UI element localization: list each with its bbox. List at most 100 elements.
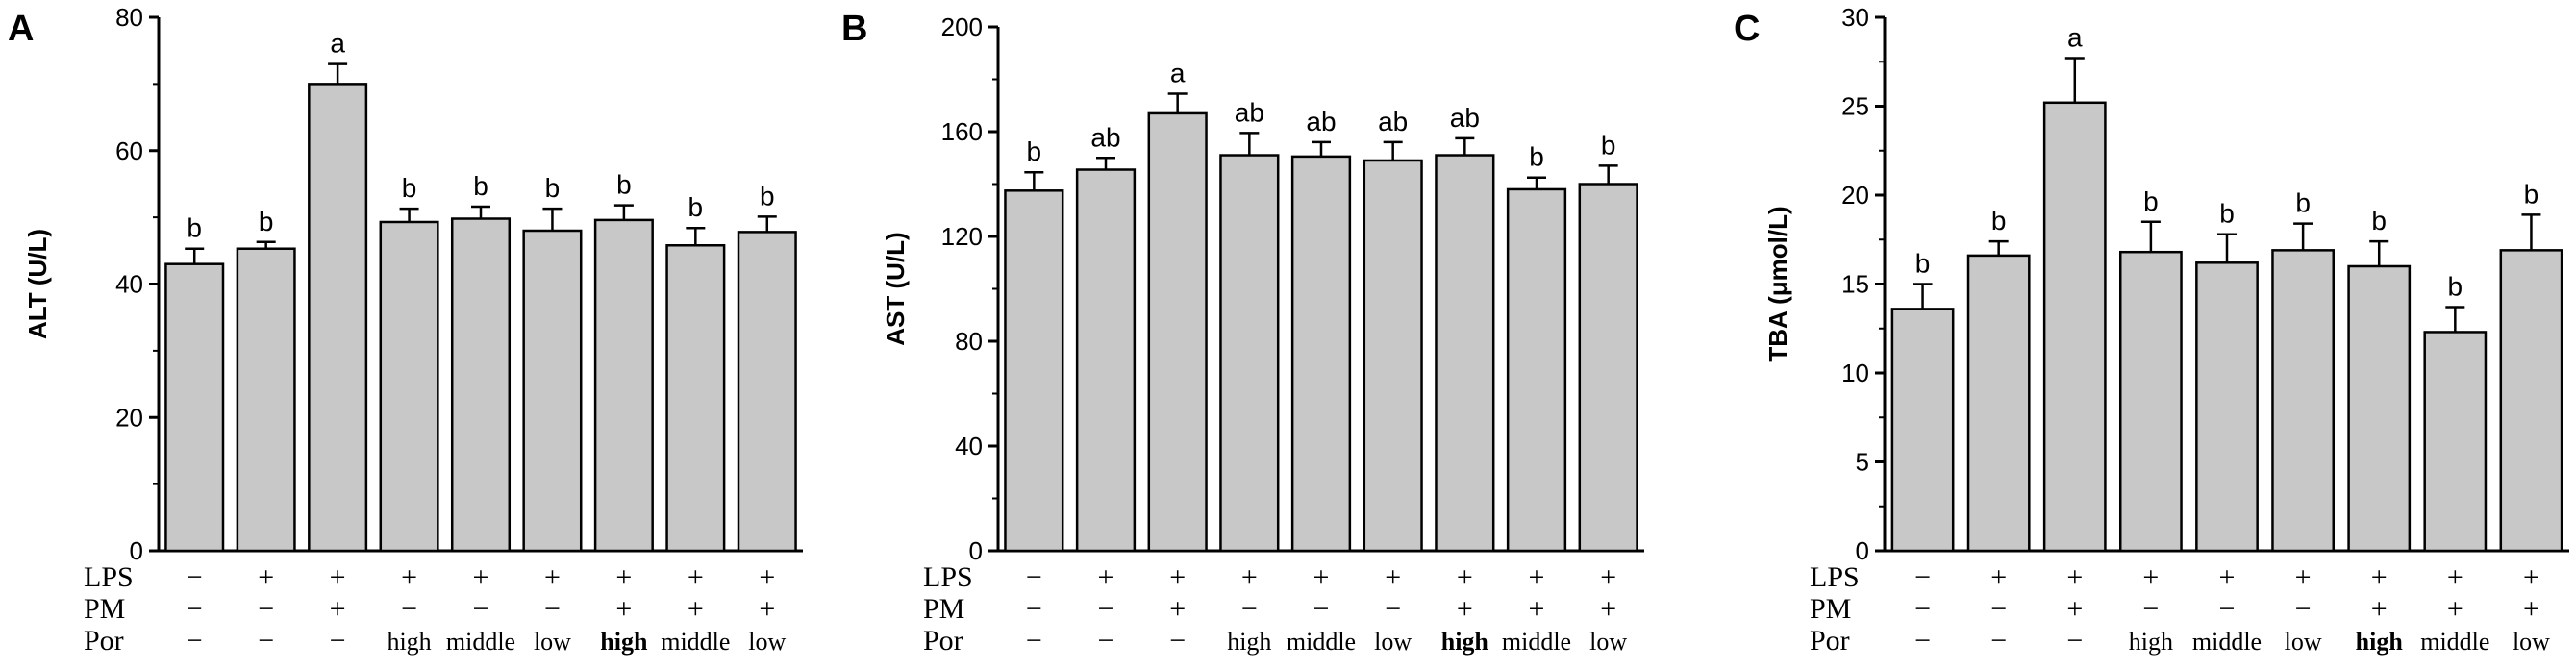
condition-lps-cell: + bbox=[1990, 561, 2007, 593]
condition-por-cell: − bbox=[258, 625, 274, 657]
bar bbox=[308, 83, 368, 553]
condition-por-cell: middle bbox=[1502, 628, 1571, 656]
y-tick-label: 5 bbox=[1856, 448, 1869, 477]
significance-label: b bbox=[545, 173, 561, 203]
y-tick-label: 0 bbox=[130, 536, 143, 565]
condition-lps-cell: + bbox=[1169, 561, 1186, 593]
bar bbox=[522, 229, 583, 553]
bar bbox=[2271, 249, 2336, 553]
y-tick-label: 15 bbox=[1841, 270, 1869, 299]
condition-pm-cell: − bbox=[1914, 593, 1931, 625]
condition-por-cell: high bbox=[2129, 628, 2173, 656]
significance-label: b bbox=[1915, 249, 1931, 279]
significance-label: ab bbox=[1378, 107, 1408, 136]
condition-por-cell: − bbox=[1169, 625, 1186, 657]
significance-label: b bbox=[2371, 206, 2387, 235]
significance-label: ab bbox=[1450, 103, 1480, 133]
y-axis-label: ALT (U/L) bbox=[23, 229, 52, 339]
condition-lps-cell: + bbox=[258, 561, 274, 593]
bar bbox=[1075, 168, 1137, 553]
significance-label: a bbox=[2067, 23, 2083, 53]
condition-por-cell: − bbox=[1026, 625, 1042, 657]
bar bbox=[1578, 183, 1638, 553]
condition-por-cell: high bbox=[600, 628, 648, 656]
condition-lps-cell: + bbox=[2447, 561, 2463, 593]
y-tick-label: 40 bbox=[955, 432, 983, 460]
row-label-pm: PM bbox=[1810, 593, 1851, 625]
bar bbox=[2042, 101, 2107, 553]
condition-pm-cell: + bbox=[1600, 593, 1616, 625]
significance-label: b bbox=[259, 207, 274, 236]
condition-por-cell: − bbox=[187, 625, 203, 657]
bar bbox=[737, 231, 797, 553]
bar bbox=[665, 244, 726, 553]
condition-lps-cell: + bbox=[1313, 561, 1330, 593]
condition-por-cell: middle bbox=[2192, 628, 2262, 656]
condition-pm-cell: − bbox=[1990, 593, 2007, 625]
y-tick-label: 20 bbox=[115, 403, 143, 432]
bar bbox=[2499, 249, 2563, 553]
row-label-por: Por bbox=[923, 625, 963, 657]
row-label-lps: LPS bbox=[84, 561, 134, 593]
bar bbox=[164, 262, 225, 553]
condition-por-cell: middle bbox=[446, 628, 515, 656]
y-tick-label: 120 bbox=[941, 222, 983, 251]
significance-label: b bbox=[402, 173, 417, 203]
y-axis-label: AST (U/L) bbox=[881, 232, 910, 345]
y-tick-label: 20 bbox=[1841, 181, 1869, 210]
bar bbox=[1506, 187, 1567, 553]
significance-label: ab bbox=[1235, 97, 1264, 127]
condition-pm-cell: − bbox=[1313, 593, 1330, 625]
condition-pm-cell: + bbox=[2066, 593, 2083, 625]
bar bbox=[1147, 112, 1208, 553]
condition-pm-cell: + bbox=[2447, 593, 2463, 625]
condition-pm-cell: − bbox=[473, 593, 489, 625]
bar bbox=[1363, 159, 1423, 553]
bar bbox=[1890, 308, 1955, 553]
y-tick-label: 40 bbox=[115, 270, 143, 299]
condition-lps-cell: + bbox=[1529, 561, 1545, 593]
bar bbox=[593, 218, 654, 553]
condition-por-cell: − bbox=[1914, 625, 1931, 657]
condition-lps-cell: + bbox=[2219, 561, 2236, 593]
condition-pm-cell: − bbox=[1385, 593, 1401, 625]
y-tick-label: 60 bbox=[115, 136, 143, 165]
significance-label: b bbox=[187, 213, 202, 243]
panel-b: B 0 40 80 120 160 200 AST (U/L) b ab a ab ab ab ab b b LP… bbox=[841, 9, 1644, 657]
condition-pm-cell: + bbox=[615, 593, 632, 625]
condition-por-cell: − bbox=[2066, 625, 2083, 657]
significance-label: b bbox=[2143, 186, 2159, 216]
condition-lps-cell: + bbox=[473, 561, 489, 593]
condition-lps-cell: + bbox=[1457, 561, 1473, 593]
bar bbox=[1435, 154, 1495, 553]
condition-pm-cell: − bbox=[544, 593, 561, 625]
panel-letter: B bbox=[841, 9, 867, 49]
significance-label: b bbox=[1991, 206, 2007, 235]
condition-pm-cell: − bbox=[401, 593, 417, 625]
condition-lps-cell: + bbox=[1098, 561, 1114, 593]
condition-pm-cell: + bbox=[1457, 593, 1473, 625]
condition-lps-cell: + bbox=[759, 561, 775, 593]
y-tick-label: 25 bbox=[1841, 92, 1869, 121]
condition-por-cell: low bbox=[1374, 628, 1412, 656]
bar bbox=[1219, 154, 1280, 553]
y-tick-label: 200 bbox=[941, 12, 983, 41]
condition-pm-cell: − bbox=[1098, 593, 1114, 625]
condition-por-cell: high bbox=[1441, 628, 1489, 656]
condition-por-cell: low bbox=[2513, 628, 2550, 656]
bar bbox=[2195, 261, 2259, 553]
condition-pm-cell: − bbox=[187, 593, 203, 625]
significance-label: b bbox=[688, 192, 704, 222]
condition-pm-cell: − bbox=[2219, 593, 2236, 625]
condition-lps-cell: + bbox=[1385, 561, 1401, 593]
row-label-por: Por bbox=[84, 625, 124, 657]
condition-pm-cell: + bbox=[2523, 593, 2539, 625]
bar bbox=[236, 247, 296, 553]
condition-por-cell: − bbox=[330, 625, 346, 657]
significance-label: b bbox=[1601, 130, 1616, 160]
significance-label: b bbox=[1027, 136, 1042, 166]
condition-por-cell: middle bbox=[661, 628, 730, 656]
condition-pm-cell: + bbox=[1169, 593, 1186, 625]
